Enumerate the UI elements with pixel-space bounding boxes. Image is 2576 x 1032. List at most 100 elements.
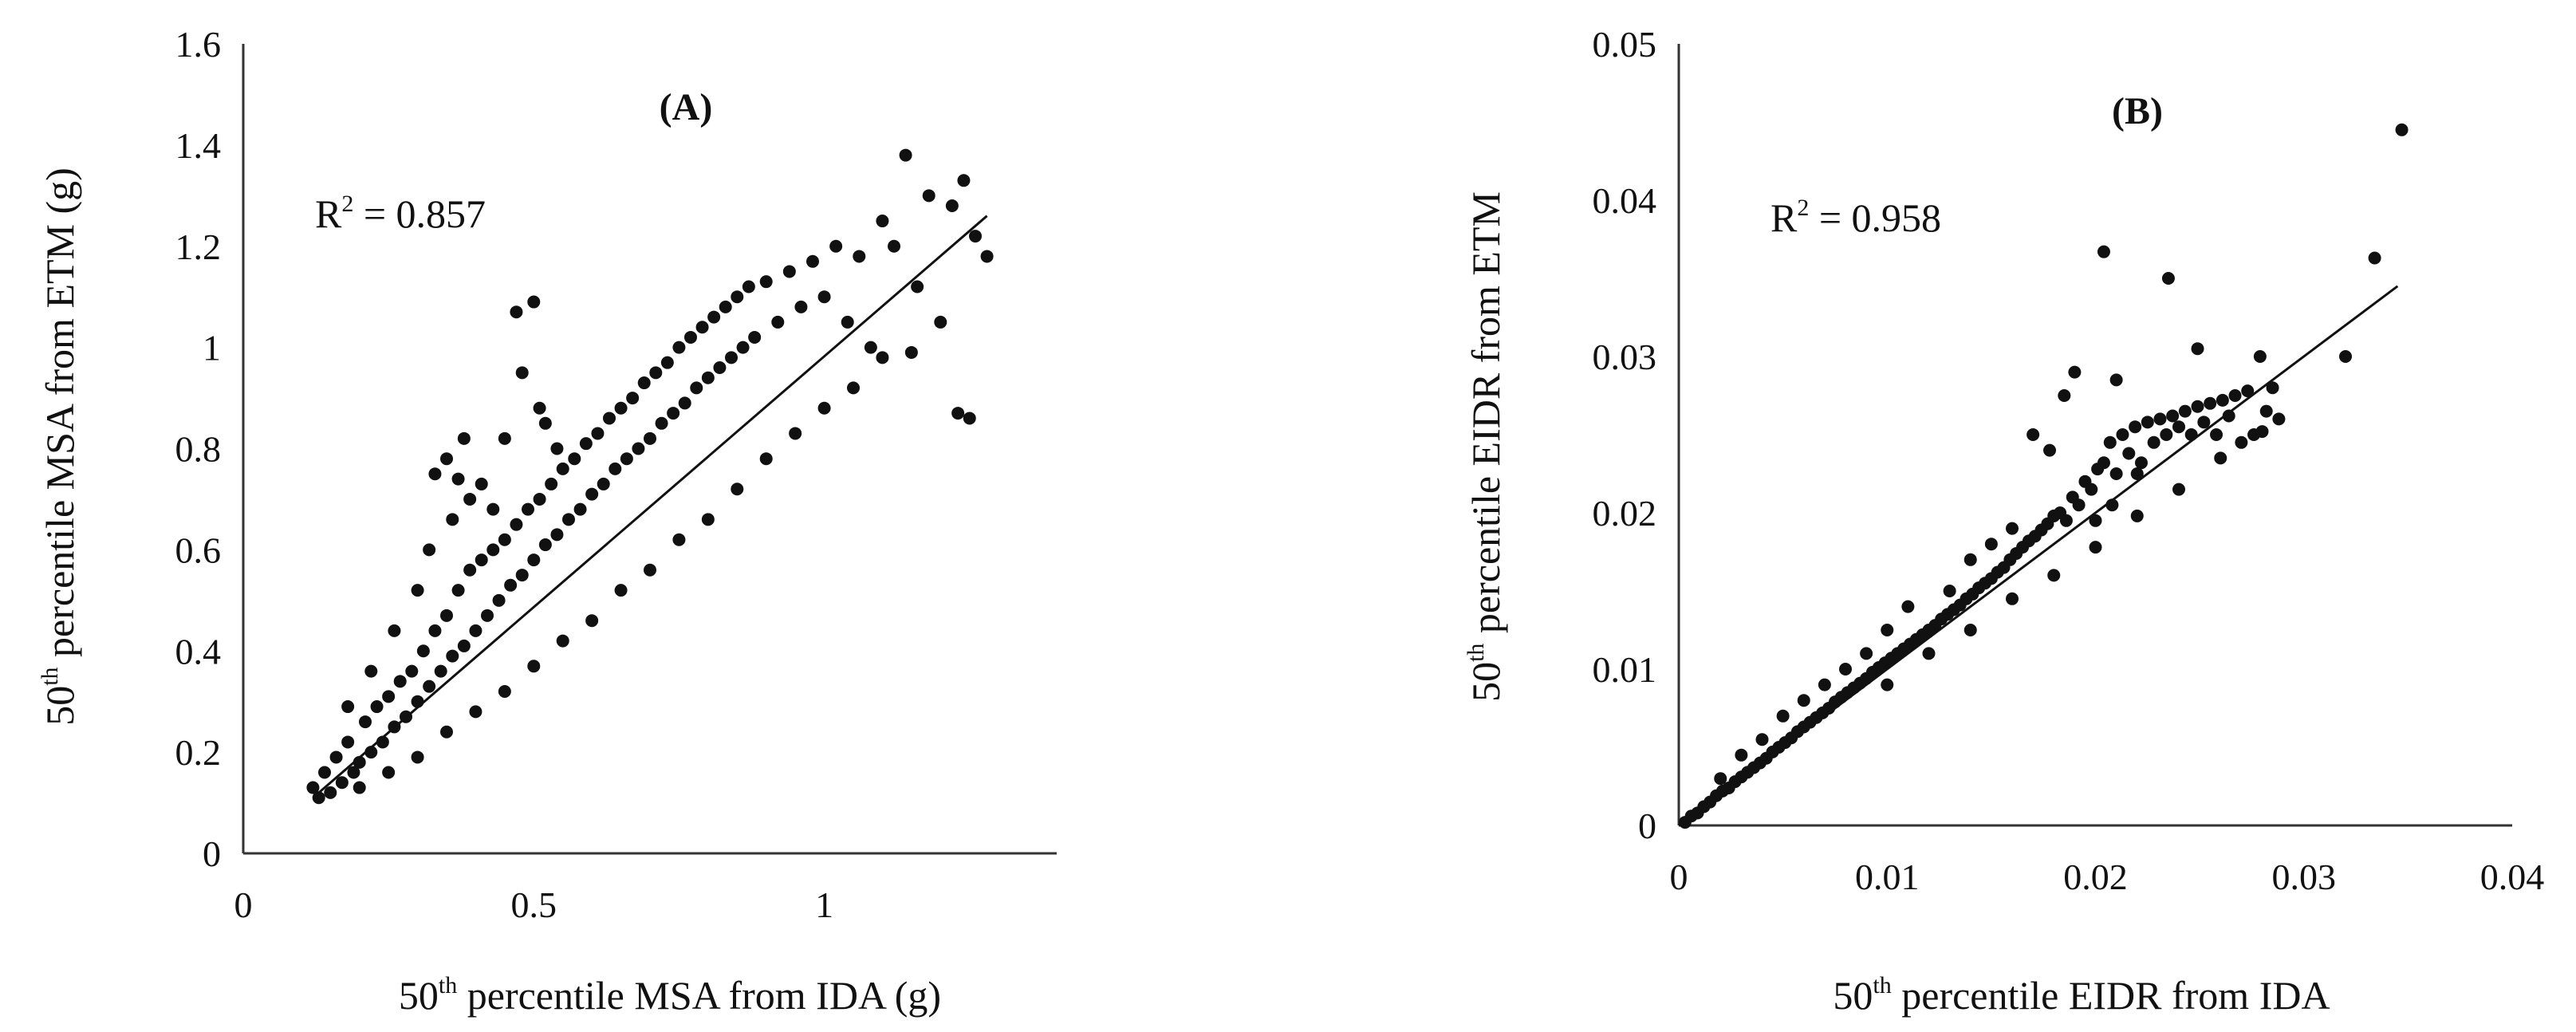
chart-b-y-tick-label: 0.02 [1593,493,1657,534]
chart-a-point [731,290,744,304]
chart-a-point [667,407,680,420]
chart-a-point [440,452,453,466]
chart-a-point [759,452,773,466]
chart-a-point [510,518,523,531]
chart-a-y-tick-label: 1.4 [175,125,222,166]
chart-b-point [2072,498,2086,512]
chart-a-point [347,766,360,779]
chart-b-point [2241,384,2255,398]
chart-a-point [545,477,558,490]
chart-a-point [550,528,564,542]
chart-a-point [498,533,511,546]
chart-a-point [876,351,889,364]
chart-a-point [911,280,924,293]
chart-a-point [440,609,453,622]
chart-a-point [533,401,546,415]
chart-b-x-ticks: 0 0.01 0.02 0.03 0.04 [1670,857,2545,897]
chart-a-point [457,431,471,445]
chart-b-y-tick-label: 0 [1638,806,1656,846]
chart-a-point [538,416,552,430]
chart-b-point [2216,393,2229,407]
chart-a-point [486,502,500,516]
chart-b-point [2253,350,2267,363]
chart-b-point [2097,245,2110,258]
chart-a-point [364,664,378,678]
chart-a-point [969,230,982,243]
chart-a-point [370,700,384,714]
chart-a-point [672,533,686,546]
chart-a-y-tick-label: 0 [203,833,221,874]
chart-a-point [306,781,320,794]
chart-b-point [1881,624,1894,636]
chart-a-point [789,427,802,440]
chart-b-point [2191,342,2204,356]
chart-b-trendline [1678,285,2399,827]
chart-b-point [2166,409,2180,423]
chart-b-point [2172,483,2185,496]
chart-a-point [341,735,355,749]
chart-a-point [463,492,477,506]
chart-a-point [527,295,541,309]
chart-a-y-tick-label: 1.6 [175,24,222,65]
chart-a-point [475,477,488,490]
chart-a-point [481,609,494,622]
chart-b-point [1964,553,1977,566]
chart-a-point [405,664,419,678]
chart-b-point [2027,428,2040,441]
chart-a-x-ticks: 0 0.5 1 [234,884,834,925]
chart-a-point [644,563,656,577]
chart-a-point [469,624,483,637]
chart-a-point [579,437,593,451]
chart-b: 00.010.020.030.040.05 0 0.01 0.02 0.03 0.04 … [1463,24,2544,1018]
chart-a-point [504,578,518,592]
chart-a-point [817,401,831,415]
chart-b-point [2255,425,2269,439]
chart-b-point [2089,541,2102,554]
chart-a-point [318,766,331,779]
chart-b-point [2006,522,2019,535]
chart-a-point [423,679,436,693]
chart-b-point [2130,509,2144,522]
chart-a-point [806,254,819,268]
chart-a-point [614,401,628,415]
chart-a-points [306,148,994,805]
chart-b-point [2116,428,2129,441]
chart-b-point [2178,404,2192,418]
chart-b-x-axis-title: 50th percentile EIDR from IDA [1833,972,2330,1018]
chart-b-point [2103,435,2117,449]
chart-b-point [1881,678,1894,691]
chart-a-point [597,477,610,490]
chart-a-point [393,675,407,688]
chart-a-point [672,341,686,354]
chart-a-point [888,239,900,253]
chart-a-point [411,750,424,764]
chart-a-point [684,330,697,344]
chart-a-point [469,705,483,719]
chart-a-point [782,265,796,278]
chart-a-point [329,750,343,764]
chart-b-panel-label: (B) [2112,90,2163,132]
chart-a-point [951,407,965,420]
chart-b-point [1984,538,1998,551]
chart-a-point [922,189,935,203]
chart-a-y-tick-label: 0.2 [175,732,222,773]
chart-b-point [2160,428,2173,441]
chart-a-point [719,300,732,313]
chart-b-point [1818,678,1831,691]
chart-b-point [2210,428,2223,441]
chart-a-point [945,199,959,212]
chart-a-gridless-frame [242,44,1057,855]
chart-a-point [335,776,349,790]
chart-a-point [695,321,709,334]
chart-a-point [451,472,465,486]
chart-a-point [725,351,738,364]
chart-a-point [585,614,599,628]
chart-b-x-tick-label: 0.03 [2272,857,2337,897]
chart-a-point [701,513,715,526]
chart-b-point [1714,772,1727,786]
chart-a-point [562,513,575,526]
chart-a-point [771,315,785,329]
chart-a-point [690,381,703,395]
chart-a-point [742,280,755,293]
